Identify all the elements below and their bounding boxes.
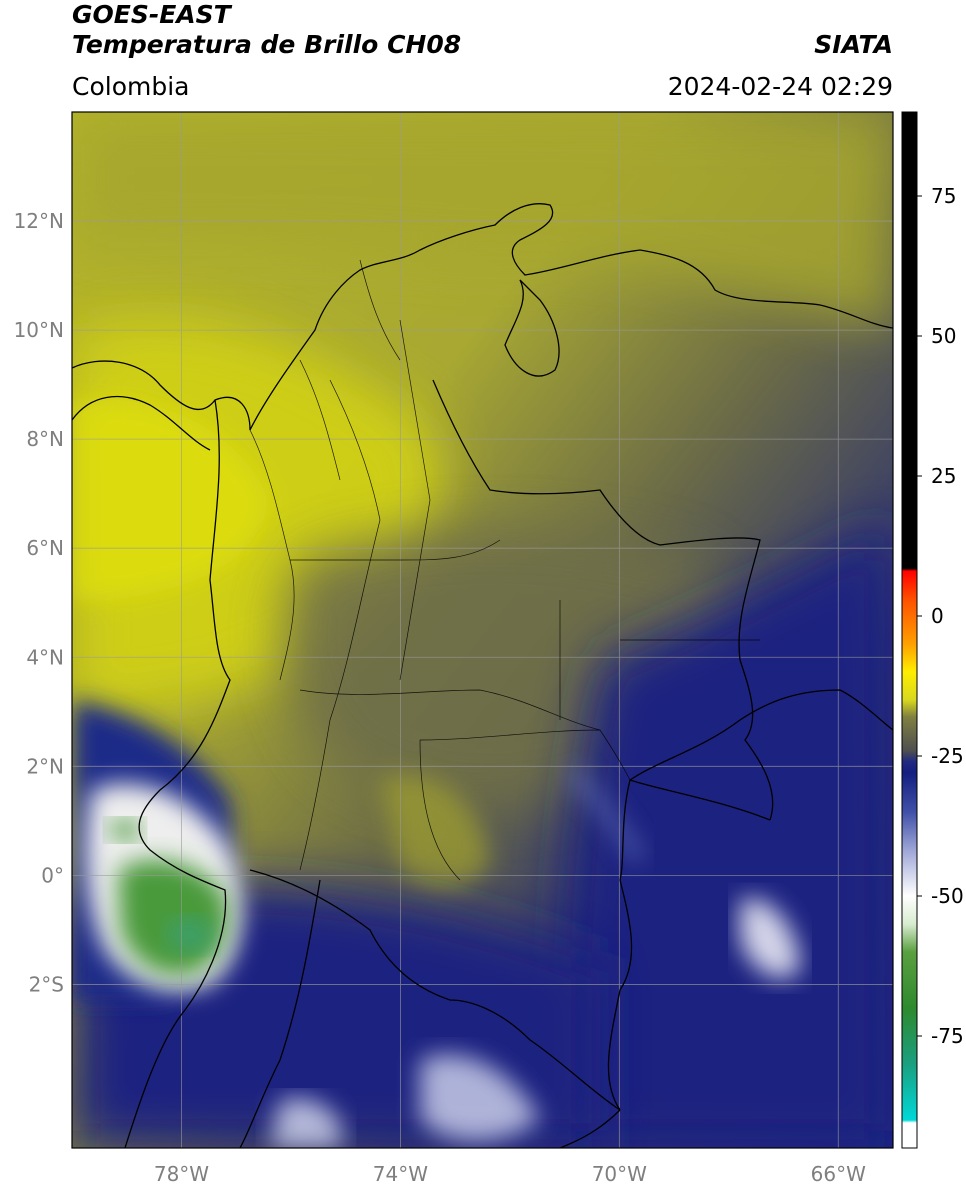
map-frame	[71, 111, 894, 1149]
colorbar	[901, 111, 918, 1149]
satellite-title: GOES-EAST	[72, 0, 231, 29]
lon-tick-label: 78°W	[154, 1162, 209, 1186]
lat-tick-label: 0°	[41, 863, 64, 887]
latitude-labels: 12°N 10°N 8°N 6°N 4°N 2°N 0° 2°S	[14, 209, 64, 996]
department-borders	[249, 259, 760, 881]
colorbar-tick-label: -50	[931, 884, 964, 908]
graticule	[72, 112, 893, 1148]
longitude-labels: 78°W 74°W 70°W 66°W	[154, 1162, 866, 1186]
lon-tick-label: 74°W	[373, 1162, 428, 1186]
lat-tick-label: 2°S	[29, 972, 64, 996]
lat-tick-label: 12°N	[14, 209, 64, 233]
country-borders	[72, 203, 893, 1148]
lat-tick-label: 8°N	[26, 427, 64, 451]
agency-label: SIATA	[814, 30, 893, 59]
lon-tick-label: 70°W	[592, 1162, 647, 1186]
brightness-temperature-field	[72, 112, 893, 1148]
lat-tick-label: 2°N	[26, 754, 64, 778]
colorbar-tick-label: 25	[931, 464, 956, 488]
colorbar-tick-label: -25	[931, 744, 964, 768]
product-title: Temperatura de Brillo CH08	[72, 30, 462, 59]
lon-tick-label: 66°W	[811, 1162, 866, 1186]
colorbar-tick-label: 0	[931, 604, 944, 628]
lat-tick-label: 10°N	[14, 318, 64, 342]
timestamp-label: 2024-02-24 02:29	[667, 72, 893, 101]
colorbar-tick-label: -75	[931, 1024, 964, 1048]
colorbar-tick-label: 50	[931, 324, 956, 348]
lat-tick-label: 6°N	[26, 536, 64, 560]
lat-tick-label: 4°N	[26, 645, 64, 669]
colorbar-tick-labels: 75 50 25 0 -25 -50 -75	[917, 184, 964, 1048]
region-label: Colombia	[72, 72, 190, 101]
colorbar-tick-label: 75	[931, 184, 956, 208]
